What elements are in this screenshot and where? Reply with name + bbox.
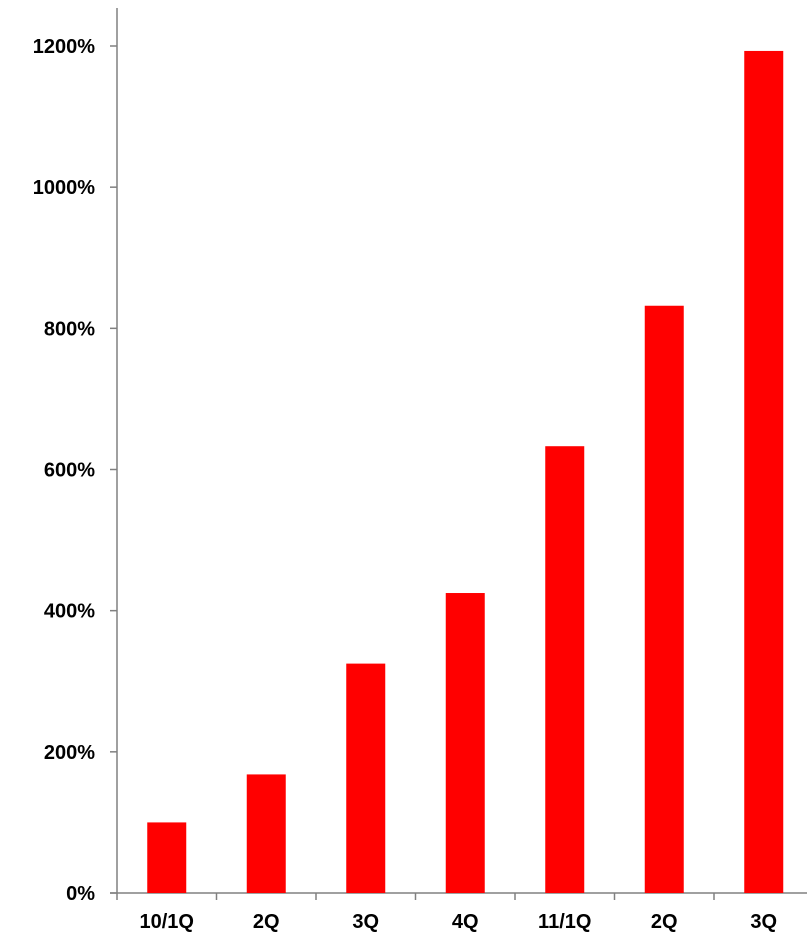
bar <box>246 774 286 893</box>
y-tick-label: 0% <box>66 883 95 905</box>
bar <box>744 50 784 893</box>
bars <box>147 50 784 893</box>
axes <box>110 8 807 900</box>
x-tick-labels: 10/1Q 2Q 3Q 4Q 11/1Q 2Q 3Q <box>140 911 778 933</box>
bar <box>644 305 684 893</box>
x-tick-label: 11/1Q <box>538 911 591 933</box>
y-tick-label: 1200% <box>33 36 95 58</box>
x-tick-label: 10/1Q <box>140 911 194 933</box>
bar <box>445 593 485 893</box>
x-tick-label: 4Q <box>452 911 479 933</box>
y-tick-labels: 0% 200% 400% 600% 800% 1000% 1200% <box>33 36 95 905</box>
x-tick-label: 3Q <box>352 911 379 933</box>
x-tick-label: 3Q <box>750 911 777 933</box>
x-tick-label: 2Q <box>651 911 678 933</box>
y-tick-label: 800% <box>44 318 95 340</box>
y-tick-label: 1000% <box>33 177 95 199</box>
y-tick-label: 200% <box>44 742 95 764</box>
bar <box>346 663 386 893</box>
y-tick-label: 400% <box>44 601 95 623</box>
y-tick-label: 600% <box>44 460 95 482</box>
bar <box>545 446 585 893</box>
bar <box>147 822 187 893</box>
x-tick-label: 2Q <box>253 911 280 933</box>
